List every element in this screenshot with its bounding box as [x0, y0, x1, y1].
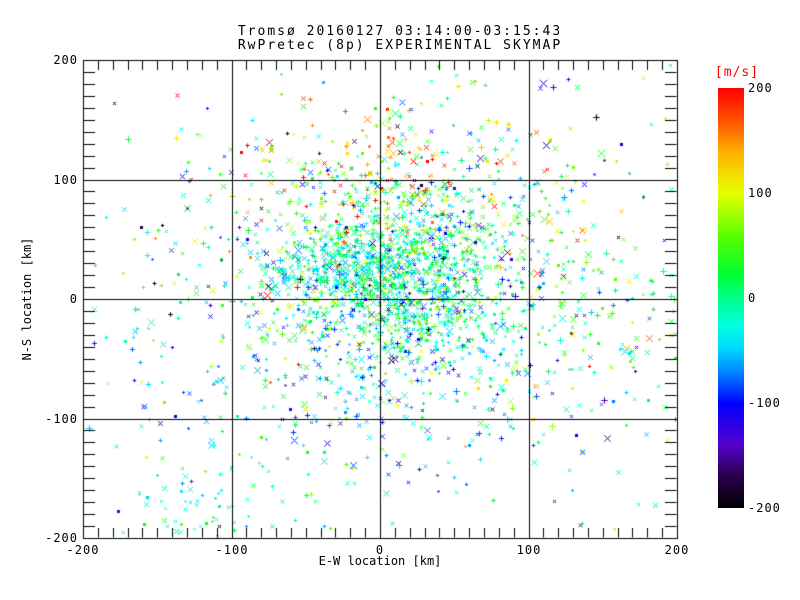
- x-tick-label: -100: [215, 543, 249, 557]
- plot-title: Tromsø 20160127 03:14:00-03:15:43: [237, 24, 563, 39]
- colorbar-tick-label: -100: [748, 396, 781, 410]
- plot-subtitle: RwPretec (8p) EXPERIMENTAL SKYMAP: [237, 38, 563, 53]
- x-tick-label: 200: [664, 543, 690, 557]
- x-tick-label: -200: [66, 543, 100, 557]
- colorbar-unit-label: [m/s]: [714, 65, 760, 80]
- title-block: Tromsø 20160127 03:14:00-03:15:43 RwPret…: [100, 25, 700, 53]
- y-tick-label: -200: [45, 531, 78, 545]
- y-tick-label: -100: [45, 412, 78, 426]
- colorbar-tick-label: 100: [748, 186, 773, 200]
- colorbar-tick-label: 200: [748, 81, 773, 95]
- x-axis-label: E-W location [km]: [318, 554, 442, 568]
- colorbar-tick-label: 0: [748, 291, 757, 305]
- x-tick-label: 0: [375, 543, 385, 557]
- colorbar-gradient: [718, 88, 744, 508]
- y-tick-label: 200: [53, 53, 78, 67]
- x-tick-label: 100: [516, 543, 542, 557]
- y-tick-label: 0: [69, 292, 78, 306]
- colorbar-tick-label: -200: [748, 501, 781, 515]
- colorbar: [718, 88, 744, 508]
- y-tick-label: 100: [53, 173, 78, 187]
